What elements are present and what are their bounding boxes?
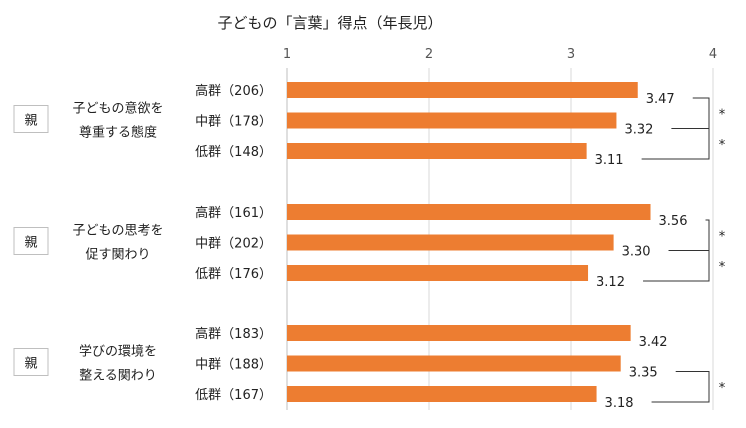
significance-bracket bbox=[671, 97, 710, 129]
significance-bracket bbox=[651, 371, 710, 403]
x-tick-label: 4 bbox=[709, 47, 717, 62]
value-label: 3.32 bbox=[624, 123, 653, 138]
group-tag-box bbox=[13, 227, 49, 255]
bar bbox=[287, 112, 617, 129]
category-label: 高群（183） bbox=[195, 326, 272, 342]
bar bbox=[287, 82, 638, 98]
bar bbox=[287, 265, 589, 281]
value-label: 3.35 bbox=[629, 366, 658, 381]
bar bbox=[287, 325, 631, 341]
category-label: 中群（202） bbox=[195, 237, 272, 252]
category-label: 中群（188） bbox=[195, 358, 272, 373]
significance-mark: * bbox=[719, 229, 726, 244]
category-label: 低群（176） bbox=[195, 267, 272, 282]
significance-bracket bbox=[643, 250, 710, 282]
chart-title: 子どもの「言葉」得点（年長児） bbox=[217, 14, 442, 32]
bar bbox=[287, 234, 614, 251]
group-tag-box bbox=[13, 348, 49, 376]
bar bbox=[287, 204, 651, 220]
group-tag-label: 親 bbox=[24, 114, 37, 129]
x-tick-label: 3 bbox=[567, 47, 575, 62]
value-label: 3.11 bbox=[595, 153, 624, 168]
group-tag-box bbox=[13, 105, 49, 133]
significance-mark: * bbox=[719, 381, 726, 396]
bar bbox=[287, 355, 621, 372]
group-label-line: 促す関わり bbox=[85, 248, 150, 263]
group-label-line: 学びの環境を bbox=[79, 344, 157, 360]
value-label: 3.18 bbox=[605, 396, 634, 411]
category-label: 低群（167） bbox=[195, 388, 272, 403]
significance-bracket bbox=[641, 128, 710, 160]
category-label: 高群（206） bbox=[195, 83, 272, 99]
x-tick-label: 2 bbox=[425, 47, 433, 62]
significance-mark: * bbox=[719, 107, 726, 122]
significance-mark: * bbox=[719, 260, 726, 275]
category-label: 低群（148） bbox=[195, 145, 272, 160]
bar bbox=[287, 386, 597, 402]
value-label: 3.30 bbox=[622, 245, 651, 260]
group-tag-label: 親 bbox=[24, 236, 37, 251]
x-tick-label: 1 bbox=[283, 47, 291, 62]
group-tag-label: 親 bbox=[24, 357, 37, 372]
category-label: 高群（161） bbox=[195, 205, 272, 221]
value-label: 3.12 bbox=[596, 275, 625, 290]
group-label-line: 整える関わり bbox=[79, 369, 157, 384]
value-label: 3.42 bbox=[639, 335, 668, 350]
group-label-line: 尊重する態度 bbox=[79, 125, 157, 141]
value-label: 3.56 bbox=[659, 214, 688, 229]
significance-mark: * bbox=[719, 138, 726, 153]
group-label-line: 子どもの思考を bbox=[72, 224, 163, 239]
value-label: 3.47 bbox=[646, 92, 675, 107]
group-label-line: 子どもの意欲を bbox=[72, 101, 163, 117]
category-label: 中群（178） bbox=[195, 115, 272, 130]
bar bbox=[287, 143, 587, 159]
